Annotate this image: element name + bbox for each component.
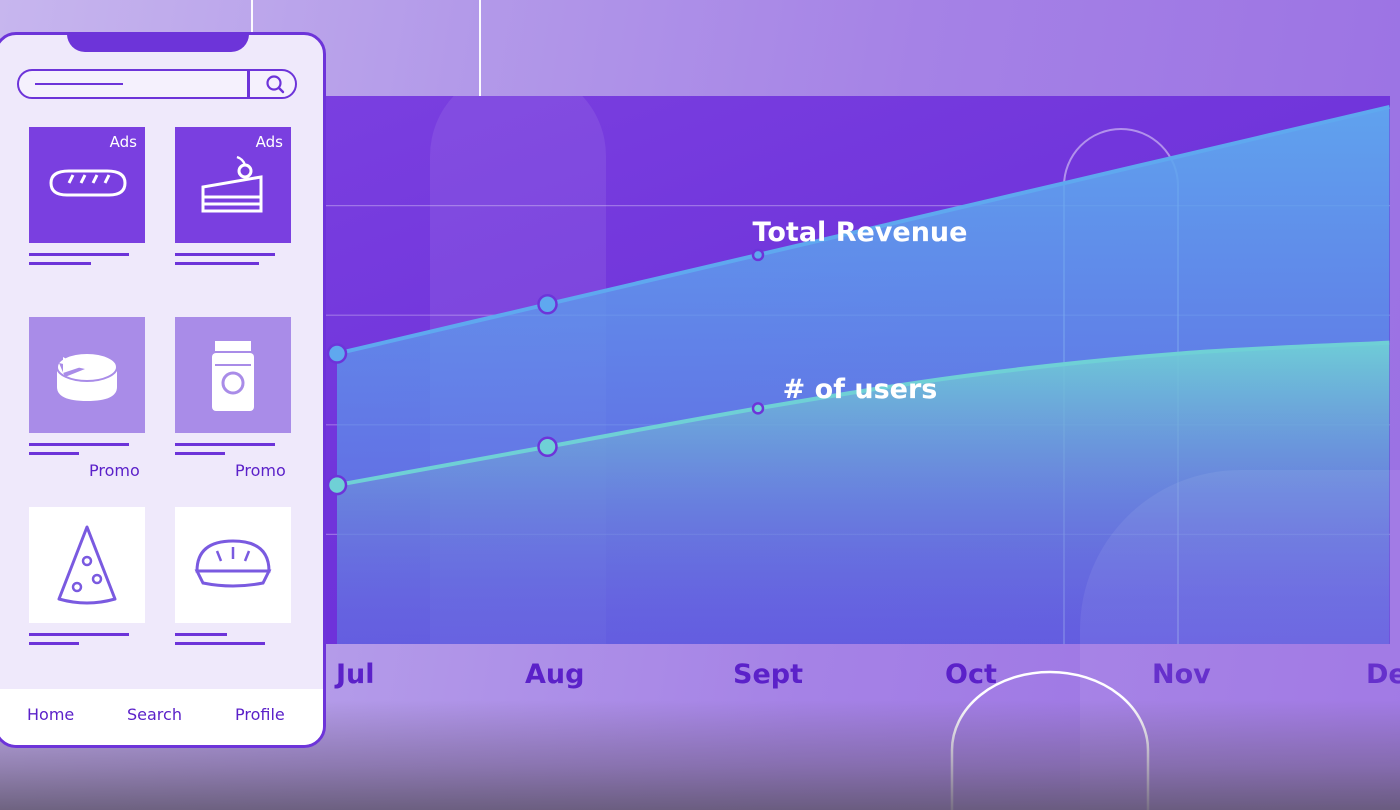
- data-points: [326, 248, 765, 496]
- nav-search[interactable]: Search: [127, 705, 182, 724]
- caption-line: [175, 262, 259, 265]
- product-card-jar[interactable]: [175, 317, 291, 433]
- search-icon: [266, 75, 285, 94]
- caption-line: [29, 253, 129, 256]
- product-card-cake[interactable]: Ads: [175, 127, 291, 243]
- data-point-revenue[interactable]: [537, 293, 558, 315]
- caption-line: [175, 642, 265, 645]
- caption-line: [175, 443, 275, 446]
- bottom-nav: Home Search Profile: [0, 689, 323, 745]
- chart-panel: Total Revenue # of users: [300, 96, 1390, 644]
- caption-line: [29, 633, 129, 636]
- phone-notch: [67, 35, 249, 52]
- caption-line: [175, 452, 225, 455]
- data-point-users[interactable]: [326, 474, 348, 496]
- cheese-wheel-icon: [56, 352, 118, 401]
- nav-home[interactable]: Home: [27, 705, 75, 724]
- caption-line: [175, 633, 227, 636]
- bread-icon: [49, 169, 127, 197]
- series-label-revenue: Total Revenue: [753, 217, 968, 248]
- caption-line: [175, 253, 275, 256]
- search-placeholder-line: [35, 83, 123, 85]
- nav-profile[interactable]: Profile: [235, 705, 285, 724]
- series-line-users: [336, 340, 1390, 488]
- data-point-users[interactable]: [751, 402, 765, 415]
- series-label-users: # of users: [783, 374, 938, 405]
- caption-line: [29, 443, 129, 446]
- promo-label: Promo: [89, 461, 140, 480]
- area-chart: Total Revenue # of users: [300, 96, 1390, 644]
- product-card-cheese[interactable]: [29, 317, 145, 433]
- data-point-revenue[interactable]: [326, 343, 348, 364]
- cake-slice-icon: [201, 155, 263, 213]
- x-tick-oct: Oct: [945, 659, 997, 690]
- x-tick-sept: Sept: [733, 659, 803, 690]
- x-tick-aug: Aug: [525, 659, 585, 690]
- phone-mockup: Ads Ads: [0, 32, 326, 748]
- search-divider: [247, 71, 250, 97]
- x-tick-jul: Jul: [336, 659, 375, 690]
- area-series: [336, 105, 1390, 644]
- search-input[interactable]: [17, 69, 297, 99]
- series-line-revenue: [336, 105, 1390, 356]
- product-card-pie[interactable]: [175, 507, 291, 623]
- caption-line: [29, 452, 79, 455]
- promo-label: Promo: [235, 461, 286, 480]
- x-tick-nov: Nov: [1152, 659, 1211, 690]
- area-users: [337, 342, 1390, 644]
- pie-icon: [194, 539, 272, 588]
- caption-line: [29, 642, 79, 645]
- product-card-bread[interactable]: Ads: [29, 127, 145, 243]
- pizza-slice-icon: [57, 525, 117, 605]
- product-card-pizza[interactable]: [29, 507, 145, 623]
- x-tick-dec: Dec: [1366, 659, 1400, 690]
- decor-line-left: [251, 0, 253, 34]
- search-button[interactable]: [251, 71, 295, 97]
- ads-badge: Ads: [109, 133, 137, 151]
- caption-line: [29, 262, 91, 265]
- jar-icon: [212, 341, 254, 411]
- data-point-users[interactable]: [537, 436, 558, 457]
- data-point-revenue[interactable]: [751, 248, 765, 262]
- ads-badge: Ads: [255, 133, 283, 151]
- decor-line-right: [479, 0, 481, 96]
